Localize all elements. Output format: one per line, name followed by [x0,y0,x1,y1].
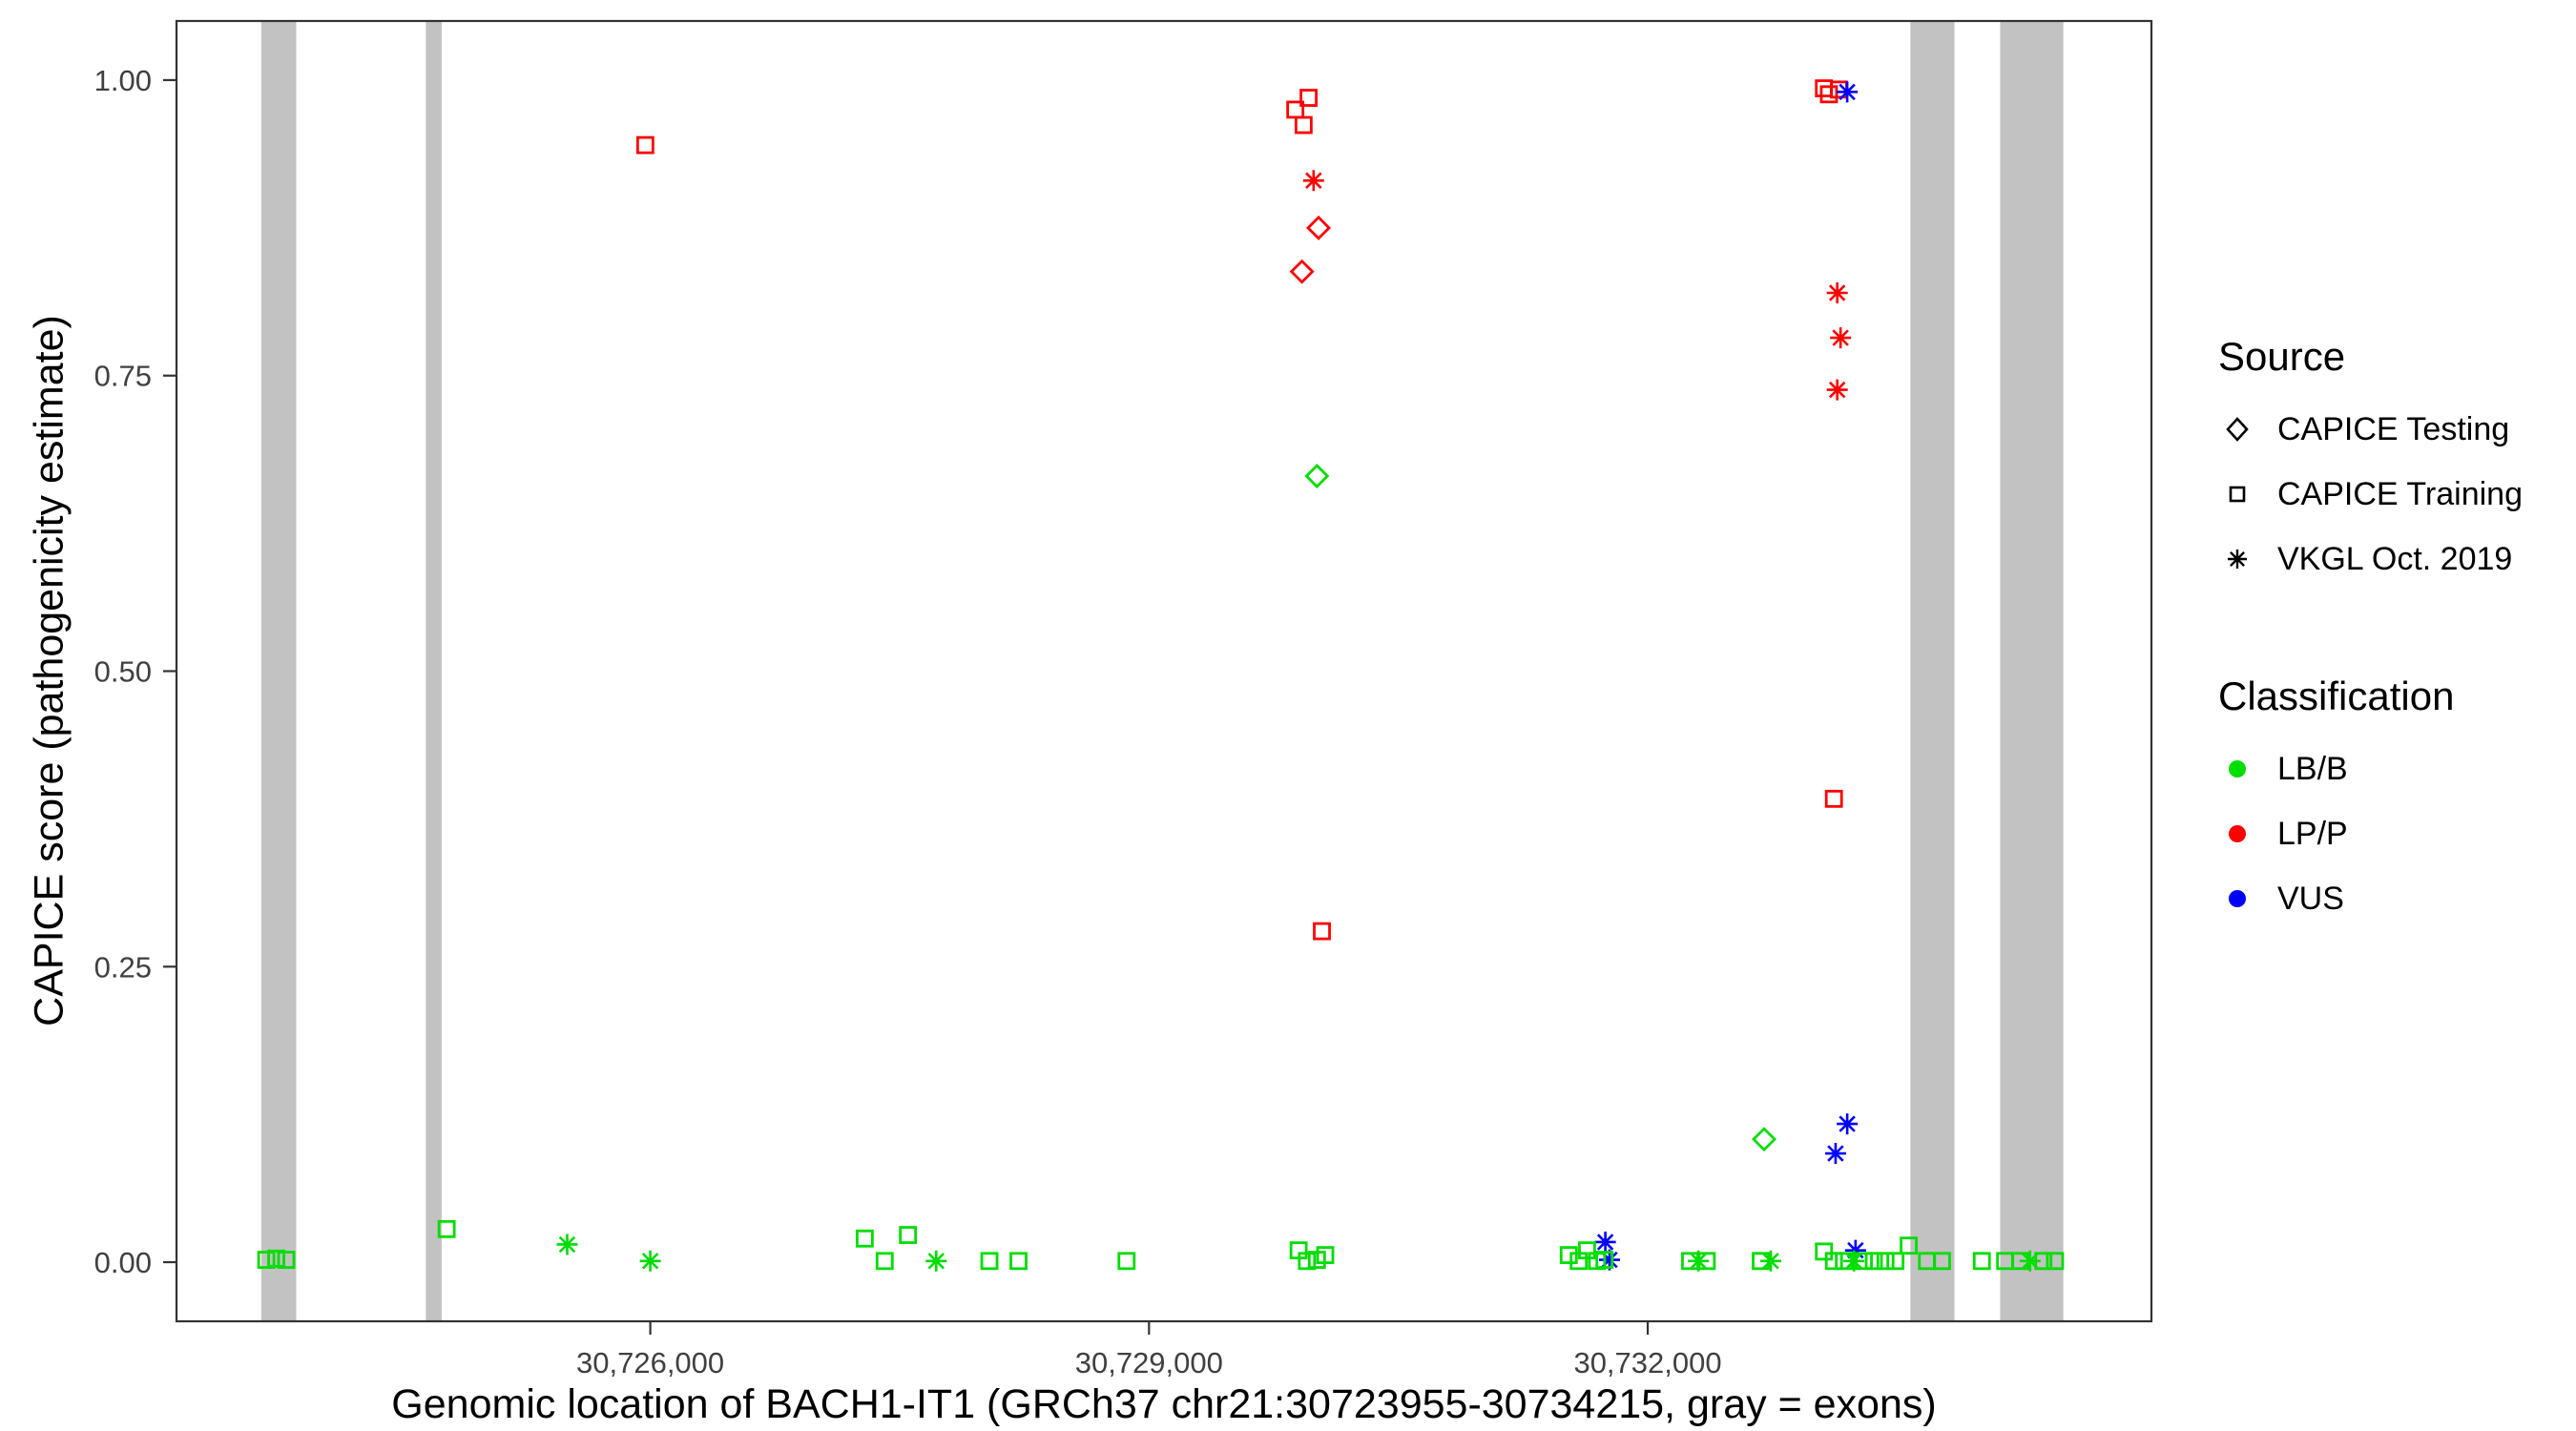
data-point-square [1864,1252,1883,1271]
legend-item-vus: VUS [2218,880,2523,918]
square-icon [2229,486,2246,503]
data-point-square [980,1252,999,1271]
legend-item-capice-testing: CAPICE Testing [2218,410,2523,448]
data-point-square [1316,1246,1335,1265]
data-point-square [1876,1252,1895,1271]
lbb-color-dot-icon [2229,760,2246,778]
data-point-square [875,1252,894,1271]
data-point-asterisk [925,1250,947,1272]
exon-bar [1910,21,1955,1321]
legend-item-label: VUS [2277,880,2344,917]
y-tick-label: 0.75 [94,360,152,393]
legend-group-classification: Classification LB/B LP/P VUS [2218,674,2523,918]
legend-source-title: Source [2218,334,2346,379]
data-point-asterisk [556,1234,578,1255]
legend-item-lpp: LP/P [2218,815,2523,853]
data-point-square [1900,1236,1919,1255]
y-tick-label: 0.50 [94,655,152,689]
data-point-square [1815,1242,1834,1261]
x-axis-title: Genomic location of BACH1-IT1 (GRCh37 ch… [391,1381,1937,1427]
data-point-asterisk [2019,1250,2041,1272]
diamond-icon [2226,417,2249,442]
legend-item-label: LB/B [2277,750,2348,787]
data-point-square [855,1229,874,1248]
data-point-square [2046,1252,2065,1271]
data-point-diamond [1306,215,1332,240]
panel-border [175,19,2153,1323]
data-point-square [1009,1252,1028,1271]
data-point-square [1824,789,1843,808]
data-point-square [1819,85,1839,104]
data-point-asterisk [1598,1249,1620,1271]
data-point-square [1559,1246,1578,1265]
data-point-square [1855,1252,1873,1271]
y-tick-label: 0.25 [94,950,152,984]
legend-item-lbb: LB/B [2218,750,2523,788]
data-point-asterisk [1844,1239,1866,1261]
data-point-square [1972,1252,1991,1271]
data-point-diamond [1752,1127,1776,1152]
data-point-asterisk [1302,170,1324,192]
data-point-square [1578,1241,1596,1260]
data-point-square [1697,1252,1716,1271]
data-point-asterisk [1824,1143,1846,1165]
data-point-square [257,1251,276,1269]
data-point-square [1117,1252,1136,1271]
y-tick-label: 0.00 [94,1246,152,1279]
data-point-asterisk [1837,81,1859,103]
data-point-asterisk [1759,1250,1781,1272]
legend-item-label: CAPICE Testing [2277,410,2510,447]
legend-item-label: CAPICE Training [2277,475,2523,512]
data-point-asterisk [1843,1250,1865,1272]
vus-color-dot-icon [2229,890,2246,907]
data-point-asterisk [1594,1231,1616,1253]
data-point-square [1815,79,1834,98]
data-point-square [1298,1252,1317,1271]
exon-bar [260,21,297,1321]
data-point-square [1933,1252,1951,1271]
legend-item-capice-training: CAPICE Training [2218,475,2523,513]
x-tick-label: 30,732,000 [1573,1346,1721,1379]
data-point-square [277,1251,296,1269]
x-tick-label: 30,726,000 [576,1346,724,1379]
data-point-asterisk [1826,281,1848,303]
legend-item-label: VKGL Oct. 2019 [2277,540,2513,577]
legend-group-source: Source CAPICE Testing CAPICE Training VK… [2218,334,2523,578]
data-point-asterisk [1837,1113,1859,1135]
data-point-square [437,1219,456,1238]
data-point-square [1313,922,1331,941]
data-point-square [635,135,654,155]
data-point-asterisk [1826,379,1848,401]
lpp-color-dot-icon [2229,825,2246,842]
data-point-square [267,1249,285,1268]
data-point-asterisk [639,1250,661,1272]
data-point-square [1886,1252,1905,1271]
exon-bar [2000,21,2064,1321]
data-point-square [1824,1252,1843,1271]
asterisk-icon [2228,550,2247,569]
data-point-diamond [1304,464,1330,489]
legend: Source CAPICE Testing CAPICE Training VK… [2218,334,2523,944]
data-point-square [899,1226,918,1244]
x-tick-label: 30,729,000 [1075,1346,1223,1379]
data-point-square [2034,1252,2053,1271]
legend-item-vkgl: VKGL Oct. 2019 [2218,540,2523,578]
data-point-square [1595,1251,1614,1269]
data-point-square [1294,115,1313,135]
data-point-asterisk [1830,327,1852,349]
exon-bar [426,21,442,1321]
data-point-diamond [1289,259,1315,284]
legend-item-label: LP/P [2277,815,2348,852]
y-axis-title: CAPICE score (pathogenicity estimate) [26,315,73,1027]
y-tick-label: 1.00 [94,64,152,97]
data-point-square [1299,89,1318,107]
legend-classification-title: Classification [2218,674,2455,718]
